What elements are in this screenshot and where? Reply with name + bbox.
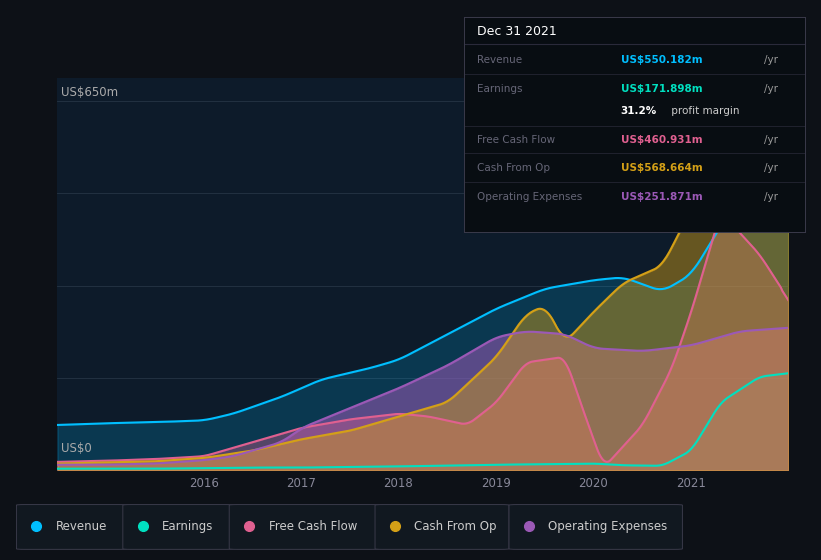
Text: /yr: /yr: [764, 55, 777, 65]
Text: US$171.898m: US$171.898m: [621, 84, 702, 94]
Text: 31.2%: 31.2%: [621, 106, 657, 115]
Text: Cash From Op: Cash From Op: [415, 520, 497, 533]
Text: US$550.182m: US$550.182m: [621, 55, 702, 65]
Text: Revenue: Revenue: [56, 520, 108, 533]
Text: Dec 31 2021: Dec 31 2021: [478, 25, 557, 39]
Text: US$251.871m: US$251.871m: [621, 192, 702, 202]
Text: US$460.931m: US$460.931m: [621, 135, 702, 144]
Text: Cash From Op: Cash From Op: [478, 163, 551, 172]
Text: Revenue: Revenue: [478, 55, 523, 65]
Text: /yr: /yr: [764, 192, 777, 202]
FancyBboxPatch shape: [123, 505, 233, 549]
FancyBboxPatch shape: [229, 505, 379, 549]
Text: Free Cash Flow: Free Cash Flow: [478, 135, 556, 144]
FancyBboxPatch shape: [16, 505, 126, 549]
Text: profit margin: profit margin: [668, 106, 740, 115]
Text: Earnings: Earnings: [478, 84, 523, 94]
FancyBboxPatch shape: [375, 505, 509, 549]
Text: Earnings: Earnings: [163, 520, 213, 533]
Text: /yr: /yr: [764, 135, 777, 144]
Text: Free Cash Flow: Free Cash Flow: [268, 520, 357, 533]
Text: US$650m: US$650m: [61, 86, 118, 99]
Text: /yr: /yr: [764, 84, 777, 94]
Text: Operating Expenses: Operating Expenses: [478, 192, 583, 202]
Text: Operating Expenses: Operating Expenses: [548, 520, 667, 533]
Text: US$568.664m: US$568.664m: [621, 163, 702, 172]
Text: US$0: US$0: [61, 442, 92, 455]
FancyBboxPatch shape: [509, 505, 682, 549]
Text: /yr: /yr: [764, 163, 777, 172]
